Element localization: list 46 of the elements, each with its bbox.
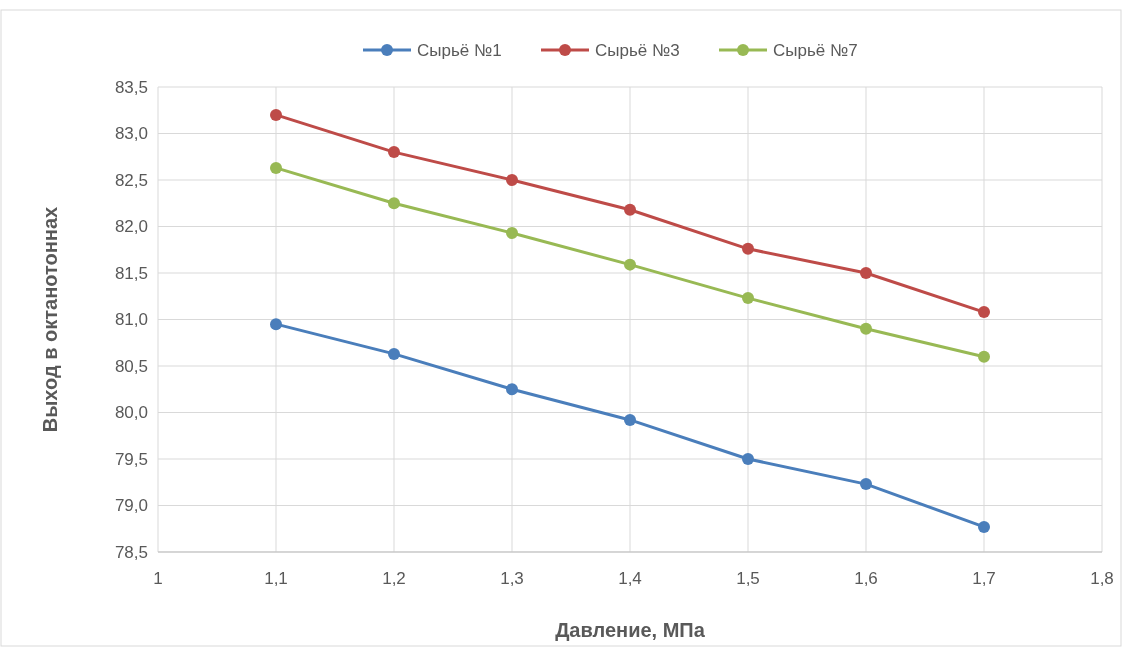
y-tick-label: 83,5 [114, 77, 148, 97]
y-tick-label: 79,0 [114, 496, 148, 516]
legend-label: Сырьё №3 [595, 40, 680, 60]
point [978, 520, 990, 533]
point [624, 413, 636, 426]
y-tick-label: 80,0 [114, 403, 148, 423]
x-tick-label: 1,7 [972, 569, 996, 588]
point [860, 322, 872, 335]
y-tick-label: 83,0 [114, 124, 148, 144]
y-tick-label: 79,5 [114, 449, 148, 469]
point [624, 203, 636, 216]
y-tick-label: 81,5 [114, 263, 148, 283]
y-axis-title: Выход в октанотоннах [39, 206, 61, 433]
x-axis-title: Давление, МПа [555, 619, 706, 641]
y-tick-label: 81,0 [114, 310, 148, 330]
point [978, 350, 990, 363]
point [506, 383, 518, 396]
x-tick-label: 1,2 [382, 569, 406, 588]
point [978, 306, 990, 319]
point [742, 453, 754, 465]
point [506, 174, 518, 186]
x-tick-label: 1,6 [854, 569, 878, 588]
point [270, 318, 282, 331]
point [270, 108, 282, 121]
x-tick-label: 1,3 [500, 569, 524, 588]
x-tick-label: 1,1 [264, 569, 288, 588]
point [388, 146, 400, 159]
y-tick-label: 78,5 [114, 542, 148, 562]
point [860, 267, 872, 279]
point [270, 161, 282, 174]
point [388, 347, 400, 360]
legend-label: Сырьё №7 [773, 40, 858, 60]
point [742, 242, 754, 255]
legend-label: Сырьё №1 [417, 40, 502, 60]
point [388, 197, 400, 210]
point [506, 227, 518, 240]
x-tick-label: 1,8 [1090, 569, 1114, 588]
point [860, 478, 872, 491]
point [742, 292, 754, 305]
y-tick-label: 82,5 [114, 170, 148, 190]
y-tick-label: 82,0 [114, 217, 148, 237]
x-tick-label: 1,4 [618, 569, 642, 588]
y-tick-label: 80,5 [114, 356, 148, 376]
x-tick-label: 1,5 [736, 569, 760, 588]
x-tick-label: 1 [153, 569, 163, 588]
point [624, 258, 636, 271]
